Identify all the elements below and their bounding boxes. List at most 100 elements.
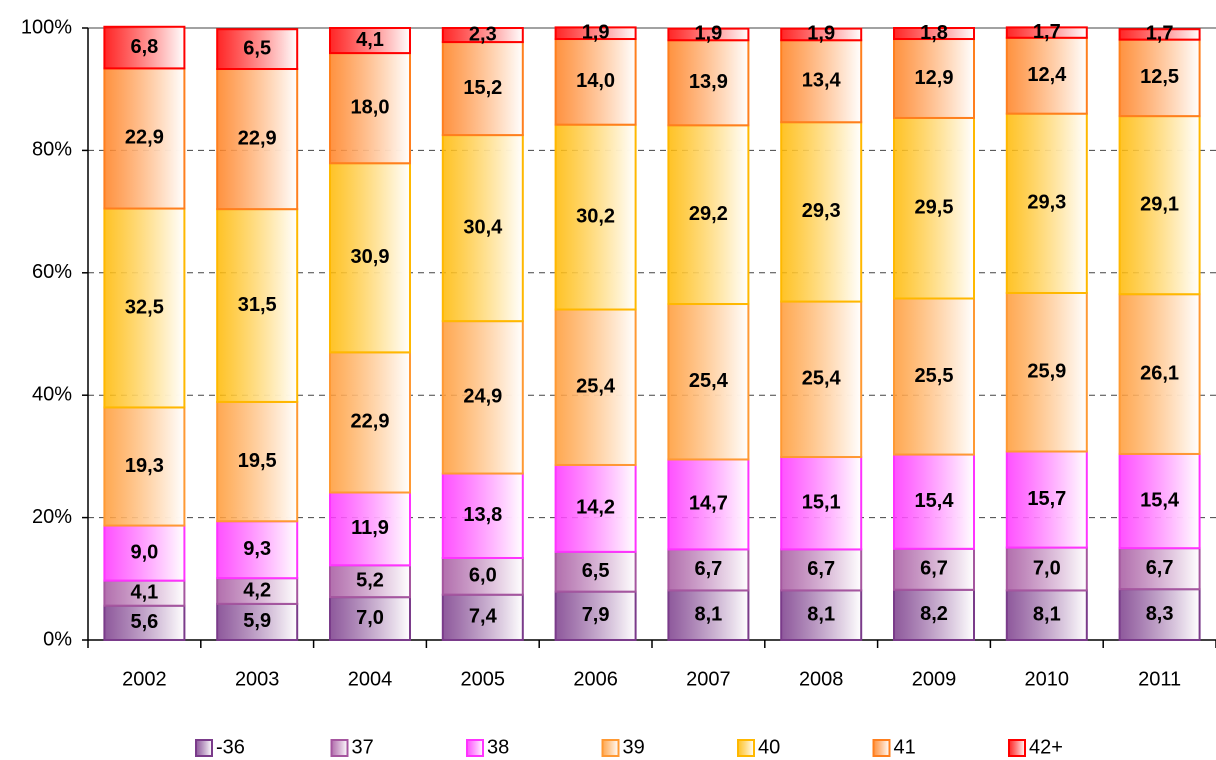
legend-label: 41 [894, 736, 916, 758]
bar-segment [441, 472, 524, 559]
bar-segment [780, 456, 863, 551]
value-label: 8,1 [694, 603, 722, 625]
bar-segment [103, 25, 186, 70]
value-label: 15,4 [1140, 489, 1180, 511]
bar-segment [1005, 112, 1088, 294]
x-tick-label: 2007 [686, 668, 731, 690]
x-tick-label: 2004 [348, 668, 393, 690]
bar-segment [216, 68, 299, 211]
value-label: 5,2 [356, 570, 384, 592]
x-tick-label: 2003 [235, 668, 280, 690]
legend-swatch [872, 739, 891, 757]
bar-segment [554, 38, 637, 126]
value-label: 9,3 [243, 538, 271, 560]
value-label: 1,7 [1146, 23, 1174, 45]
legend-label: 37 [352, 736, 374, 758]
bar-segment [780, 300, 863, 459]
value-label: 18,0 [351, 96, 390, 118]
value-label: 1,7 [1033, 21, 1061, 43]
bar-segment [216, 520, 299, 580]
bar-segment [1118, 115, 1201, 296]
bar-segment [1118, 38, 1201, 118]
bar-segment [667, 548, 750, 592]
legend-swatch [601, 739, 620, 757]
bar-segment [893, 297, 975, 456]
bar-segment [216, 208, 299, 403]
value-label: 29,3 [1027, 192, 1066, 214]
value-label: 6,5 [582, 560, 610, 582]
value-label: 9,0 [130, 541, 158, 563]
bar-segment [893, 27, 975, 41]
bar-segment [103, 67, 186, 210]
value-label: 6,7 [694, 558, 722, 580]
bar-segment [441, 320, 524, 475]
x-tick-label: 2002 [122, 668, 167, 690]
value-label: 15,7 [1027, 488, 1066, 510]
value-label: 4,2 [243, 579, 271, 601]
bar-segment [780, 548, 863, 592]
bar-segment [780, 589, 863, 641]
bar-segment [554, 26, 637, 41]
value-label: 25,4 [802, 368, 842, 390]
bar-segment [1005, 291, 1088, 453]
value-label: 30,4 [463, 216, 503, 238]
value-label: 7,0 [1033, 557, 1061, 579]
value-label: 12,5 [1140, 66, 1179, 88]
value-label: 1,9 [807, 23, 835, 45]
value-label: 7,0 [356, 607, 384, 629]
bar-segment [329, 596, 411, 641]
value-label: 12,9 [915, 67, 954, 89]
bar-segment [667, 27, 750, 42]
bar-segment [216, 28, 299, 71]
bar-segment [216, 577, 299, 605]
bar-segment [441, 134, 524, 323]
x-tick-label: 2005 [461, 668, 506, 690]
value-label: 26,1 [1140, 362, 1179, 384]
bar-segment [329, 162, 411, 354]
value-label: 6,7 [807, 558, 835, 580]
legend-swatch [195, 739, 213, 757]
value-label: 6,0 [469, 565, 497, 587]
value-label: 4,1 [356, 29, 384, 51]
value-label: 30,9 [351, 246, 390, 268]
bar-segment [893, 547, 975, 591]
value-label: 29,5 [915, 197, 954, 219]
bar-segment [780, 39, 863, 124]
value-label: 15,1 [802, 491, 841, 513]
value-label: 25,4 [576, 376, 616, 398]
value-label: 6,7 [920, 558, 948, 580]
bar-segment [329, 491, 411, 567]
value-label: 22,9 [125, 127, 164, 149]
value-label: 22,9 [351, 411, 390, 433]
value-label: 32,5 [125, 296, 164, 318]
value-label: 19,5 [238, 450, 277, 472]
value-label: 14,0 [576, 70, 615, 92]
bar-segment [1118, 452, 1201, 550]
bar-segment [1118, 293, 1201, 455]
value-label: 12,4 [1027, 64, 1067, 86]
value-label: 8,1 [807, 603, 835, 625]
bar-segment [1118, 588, 1201, 641]
value-label: 19,3 [125, 455, 164, 477]
value-label: 1,9 [694, 23, 722, 45]
value-label: 6,8 [130, 36, 158, 58]
value-label: 13,9 [689, 71, 728, 93]
value-label: 30,2 [576, 205, 615, 227]
value-label: 7,9 [582, 604, 610, 626]
value-label: 2,3 [469, 23, 497, 45]
bar-segment [554, 550, 637, 593]
legend-label: 38 [487, 736, 509, 758]
value-label: 15,4 [915, 490, 955, 512]
value-label: 11,9 [351, 517, 389, 539]
legend-label: 39 [623, 736, 645, 758]
x-tick-label: 2008 [799, 668, 844, 690]
bar-segment [893, 38, 975, 119]
value-label: 25,5 [915, 365, 954, 387]
legend-label: 40 [758, 736, 780, 758]
value-label: 25,9 [1027, 361, 1066, 383]
value-label: 1,9 [582, 21, 610, 43]
legend-swatch [466, 739, 484, 757]
bar-segment [1005, 26, 1088, 39]
bar-segment [329, 27, 411, 55]
legend-label: -36 [216, 736, 245, 758]
